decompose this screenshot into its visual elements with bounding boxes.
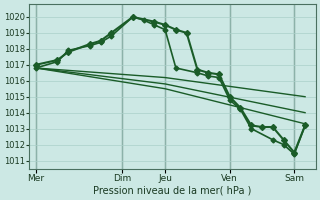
- X-axis label: Pression niveau de la mer( hPa ): Pression niveau de la mer( hPa ): [93, 186, 252, 196]
